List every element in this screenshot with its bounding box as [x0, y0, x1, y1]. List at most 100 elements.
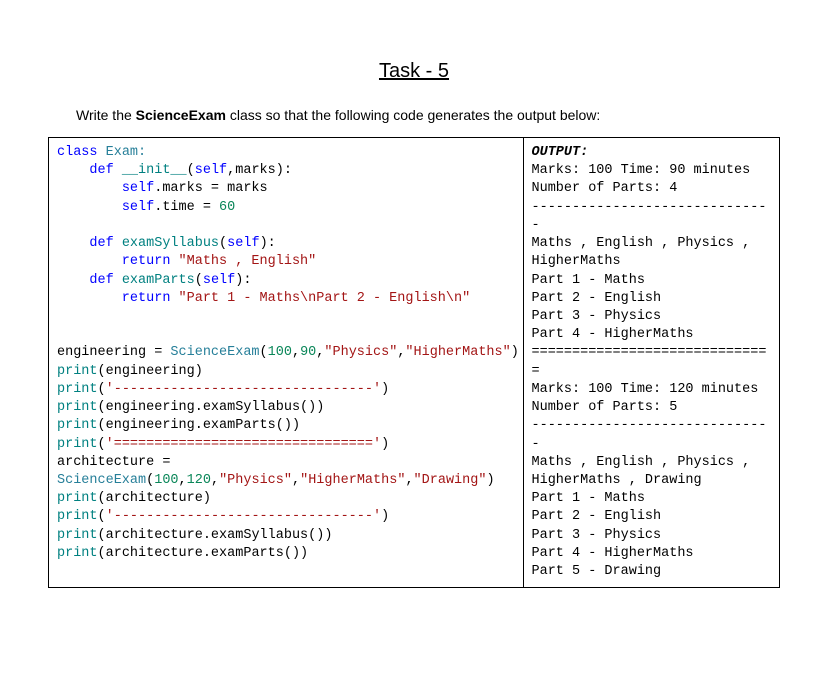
code-cls: ScienceExam [57, 473, 146, 488]
code-text: ( [219, 236, 227, 251]
output-line: Part 1 - Maths [532, 273, 645, 288]
code-text: ) [511, 345, 519, 360]
code-text: ) [381, 509, 389, 524]
code-num: 120 [187, 473, 211, 488]
task-prompt: Write the ScienceExam class so that the … [76, 107, 780, 123]
code-fn: examSyllabus [114, 236, 219, 251]
output-line: Part 1 - Maths [532, 491, 645, 506]
output-column: OUTPUT: Marks: 100 Time: 90 minutes Numb… [524, 138, 780, 587]
code-str: '--------------------------------' [106, 382, 381, 397]
code-text: ( [195, 273, 203, 288]
code-fn: print [57, 437, 98, 452]
code-text: (engineering.examParts()) [98, 418, 301, 433]
code-text: (engineering.examSyllabus()) [98, 400, 325, 415]
code-kw: return [57, 254, 170, 269]
output-line: Part 3 - Physics [532, 528, 662, 543]
code-kw: self [227, 236, 259, 251]
output-line: Part 4 - HigherMaths [532, 327, 694, 342]
code-text: ) [381, 382, 389, 397]
code-str: "HigherMaths" [300, 473, 405, 488]
code-fn: __init__ [114, 163, 187, 178]
code-text: ( [98, 437, 106, 452]
code-fn: examParts [114, 273, 195, 288]
code-text: architecture = [57, 455, 179, 470]
code-str: '================================' [106, 437, 381, 452]
code-fn: print [57, 400, 98, 415]
output-line: Part 5 - Drawing [532, 564, 662, 579]
code-text [57, 181, 122, 196]
code-text: Exam: [98, 145, 147, 160]
code-text: .time = [154, 200, 219, 215]
code-text: , [405, 473, 413, 488]
code-str: '--------------------------------' [106, 509, 381, 524]
code-text: (engineering) [98, 364, 203, 379]
code-text: ( [187, 163, 195, 178]
code-kw: self [122, 181, 154, 196]
code-text: .marks = marks [154, 181, 267, 196]
code-text: ,marks): [227, 163, 292, 178]
code-kw: def [57, 236, 114, 251]
code-text: (architecture.examParts()) [98, 546, 309, 561]
code-text: (architecture) [98, 491, 211, 506]
code-text: ): [260, 236, 276, 251]
code-text: ) [381, 437, 389, 452]
code-text: , [292, 473, 300, 488]
output-line: ------------------------------ [532, 418, 767, 451]
code-text: engineering = [57, 345, 170, 360]
code-fn: print [57, 509, 98, 524]
code-text: ) [486, 473, 494, 488]
code-kw: self [195, 163, 227, 178]
task-title: Task - 5 [48, 60, 780, 83]
code-block: class Exam: def __init__(self,marks): se… [57, 144, 515, 563]
output-line: Maths , English , Physics , HigherMaths … [532, 455, 759, 488]
page-container: Task - 5 Write the ScienceExam class so … [0, 0, 828, 612]
code-fn: print [57, 364, 98, 379]
output-line: Marks: 100 Time: 90 minutes Number of Pa… [532, 163, 759, 196]
code-fn: print [57, 418, 98, 433]
code-text: ): [235, 273, 251, 288]
code-text: , [211, 473, 219, 488]
code-text: ( [98, 382, 106, 397]
code-str: "Part 1 - Maths\nPart 2 - English\n" [170, 291, 470, 306]
output-line: Part 4 - HigherMaths [532, 546, 694, 561]
code-kw: self [203, 273, 235, 288]
code-str: "Maths , English" [170, 254, 316, 269]
code-kw: def [57, 273, 114, 288]
code-text: (architecture.examSyllabus()) [98, 528, 333, 543]
code-column: class Exam: def __init__(self,marks): se… [49, 138, 524, 587]
code-fn: print [57, 382, 98, 397]
code-num: 60 [219, 200, 235, 215]
code-kw: class [57, 145, 98, 160]
code-num: 100 [154, 473, 178, 488]
code-kw: self [122, 200, 154, 215]
output-line: Marks: 100 Time: 120 minutes Number of P… [532, 382, 767, 415]
code-str: "Physics" [219, 473, 292, 488]
code-cls: ScienceExam [170, 345, 259, 360]
code-text: , [179, 473, 187, 488]
code-kw: return [57, 291, 170, 306]
code-str: "Drawing" [414, 473, 487, 488]
output-line: Part 2 - English [532, 509, 662, 524]
output-line: Part 2 - English [532, 291, 662, 306]
code-text: ( [98, 509, 106, 524]
code-str: "Physics" [324, 345, 397, 360]
code-fn: print [57, 546, 98, 561]
two-column-box: class Exam: def __init__(self,marks): se… [48, 137, 780, 588]
code-fn: print [57, 491, 98, 506]
prompt-post: class so that the following code generat… [226, 107, 600, 123]
code-num: 90 [300, 345, 316, 360]
output-line: ------------------------------ [532, 200, 767, 233]
code-num: 100 [268, 345, 292, 360]
output-block: OUTPUT: Marks: 100 Time: 90 minutes Numb… [532, 144, 772, 581]
output-line: Part 3 - Physics [532, 309, 662, 324]
output-label: OUTPUT: [532, 145, 589, 160]
prompt-bold: ScienceExam [136, 107, 226, 123]
code-kw: def [57, 163, 114, 178]
code-text [57, 200, 122, 215]
code-text: , [292, 345, 300, 360]
prompt-pre: Write the [76, 107, 136, 123]
output-line: ============================== [532, 345, 767, 378]
code-text: ( [260, 345, 268, 360]
output-line: Maths , English , Physics , HigherMaths [532, 236, 759, 269]
code-str: "HigherMaths" [405, 345, 510, 360]
